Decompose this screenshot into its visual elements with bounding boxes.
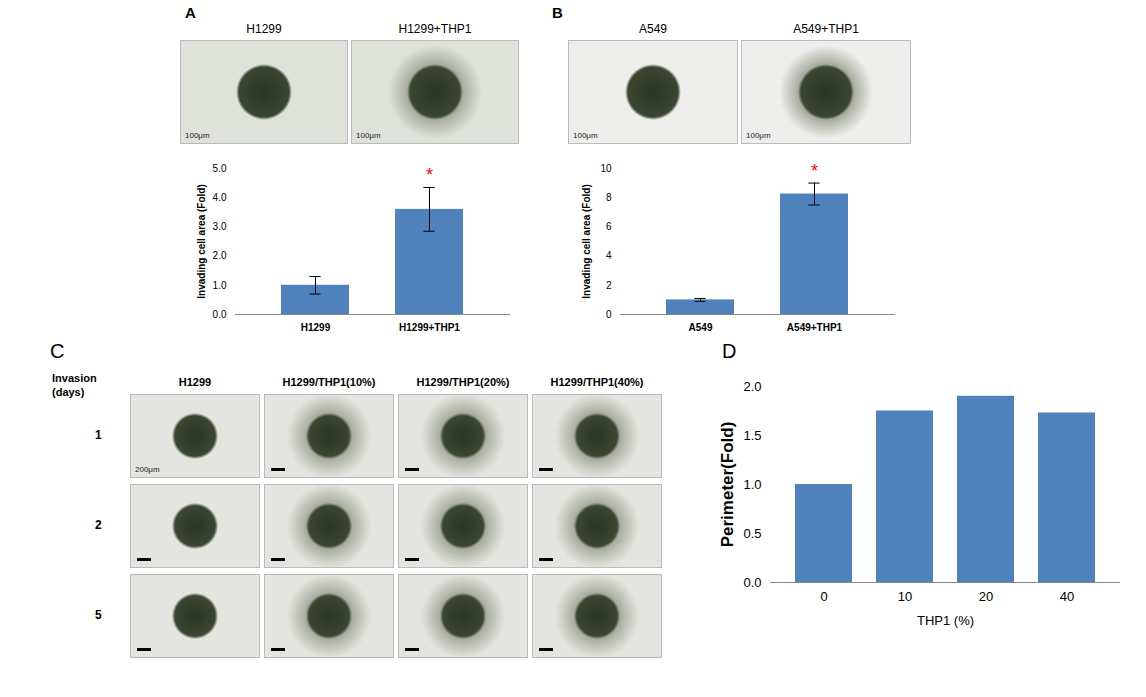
html-text:C: C	[50, 340, 65, 362]
html-text:5: 5	[95, 608, 102, 622]
svg-text:*: *	[426, 165, 433, 185]
svg-text:0.0: 0.0	[743, 575, 761, 590]
html-text:H1299/THP1(20%): H1299/THP1(20%)	[416, 376, 510, 388]
html-text:100μm: 100μm	[356, 131, 381, 140]
svg-text:5.0: 5.0	[213, 163, 227, 174]
html-text:100μm: 100μm	[746, 131, 771, 140]
html-text:Invasion: Invasion	[52, 372, 97, 384]
svg-text:0.0: 0.0	[213, 309, 227, 320]
svg-text:Perimeter(Fold): Perimeter(Fold)	[718, 422, 737, 548]
svg-text:10: 10	[600, 163, 612, 174]
html-text:(days): (days)	[52, 386, 85, 398]
svg-text:4.0: 4.0	[213, 192, 227, 203]
svg-text:H1299: H1299	[301, 322, 331, 333]
svg-text:1.0: 1.0	[743, 477, 761, 492]
svg-text:6: 6	[606, 221, 612, 232]
html-text:D: D	[722, 340, 737, 362]
svg-text:Invading cell area (Fold): Invading cell area (Fold)	[581, 184, 592, 298]
svg-text:0: 0	[606, 309, 612, 320]
svg-text:2.0: 2.0	[213, 250, 227, 261]
html-text:H1299/THP1(40%): H1299/THP1(40%)	[550, 376, 644, 388]
svg-text:3.0: 3.0	[213, 221, 227, 232]
html-text:A: A	[185, 4, 196, 21]
svg-text:A549+THP1: A549+THP1	[787, 322, 843, 333]
svg-text:10: 10	[898, 589, 912, 604]
html-text:100μm: 100μm	[185, 131, 210, 140]
svg-text:THP1 (%): THP1 (%)	[917, 613, 974, 628]
svg-text:40: 40	[1060, 589, 1074, 604]
svg-text:20: 20	[979, 589, 993, 604]
html-text:2: 2	[95, 518, 102, 532]
svg-text:1.0: 1.0	[213, 280, 227, 291]
svg-text:8: 8	[606, 192, 612, 203]
svg-text:4: 4	[606, 250, 612, 261]
svg-text:A549: A549	[689, 322, 713, 333]
html-text:A549: A549	[639, 22, 667, 36]
html-text:200μm: 200μm	[135, 465, 160, 474]
svg-text:0.5: 0.5	[743, 526, 761, 541]
svg-text:1.5: 1.5	[743, 428, 761, 443]
html-text:H1299+THP1: H1299+THP1	[398, 22, 472, 36]
svg-text:H1299+THP1: H1299+THP1	[399, 322, 460, 333]
html-text:H1299: H1299	[246, 22, 282, 36]
html-text:B: B	[552, 4, 563, 21]
svg-text:0: 0	[820, 589, 827, 604]
html-text:100μm: 100μm	[573, 131, 598, 140]
svg-text:2.0: 2.0	[743, 379, 761, 394]
html-text:A549+THP1: A549+THP1	[793, 22, 859, 36]
svg-text:Invading cell area (Fold): Invading cell area (Fold)	[196, 184, 207, 298]
html-text:H1299/THP1(10%): H1299/THP1(10%)	[282, 376, 376, 388]
html-text:1: 1	[95, 428, 102, 442]
svg-text:2: 2	[606, 280, 612, 291]
html-text:H1299: H1299	[178, 376, 212, 388]
svg-text:*: *	[811, 161, 818, 181]
